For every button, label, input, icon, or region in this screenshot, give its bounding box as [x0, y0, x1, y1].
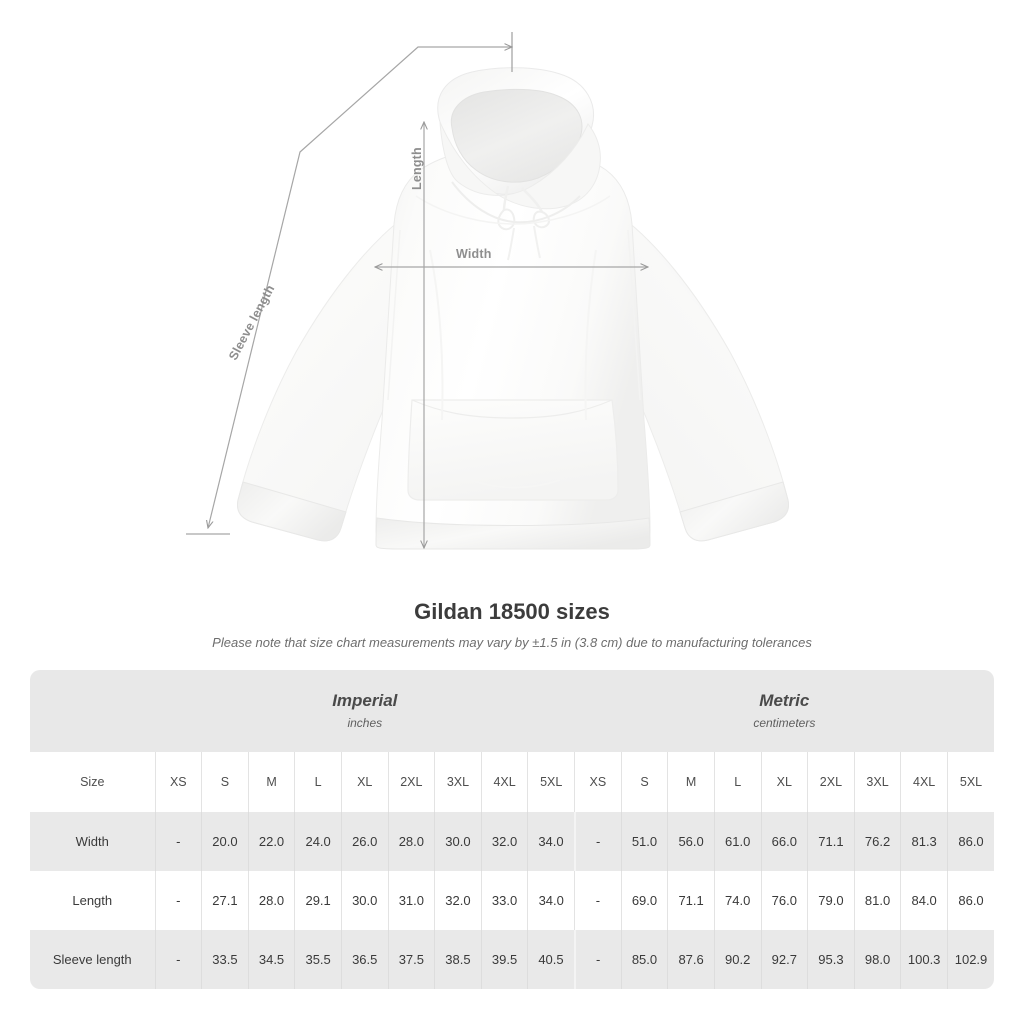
- unit-group-header-metric: Metric centimeters: [574, 670, 995, 752]
- cell-sleeve-length-imperial-m: 34.5: [247, 930, 295, 989]
- cell-length-metric-3xl: 81.0: [853, 871, 901, 930]
- cell-length-imperial-xl: 30.0: [340, 871, 389, 930]
- product-figure: Width Length Sleeve length: [186, 32, 1024, 585]
- size-header-imperial-xs: XS: [154, 752, 202, 812]
- cell-width-metric-l: 61.0: [713, 812, 762, 871]
- size-column-header: Size: [30, 752, 155, 812]
- cell-width-imperial-5xl: 34.0: [527, 812, 575, 871]
- size-header-imperial-xl: XL: [340, 752, 389, 812]
- cell-width-metric-s: 51.0: [620, 812, 668, 871]
- cell-length-metric-xs: -: [574, 871, 622, 930]
- cell-sleeve-length-imperial-l: 35.5: [294, 930, 342, 989]
- cell-width-metric-xs: -: [573, 812, 622, 871]
- size-header-imperial-3xl: 3XL: [434, 752, 482, 812]
- width-dimension-label: Width: [456, 247, 492, 261]
- cell-width-metric-xl: 66.0: [760, 812, 808, 871]
- size-chart-table: Imperial inches Metric centimeters Size XS S M L…: [30, 670, 995, 989]
- cell-sleeve-length-imperial-2xl: 37.5: [387, 930, 435, 989]
- cell-width-imperial-4xl: 32.0: [480, 812, 528, 871]
- size-chart-table-container: Imperial inches Metric centimeters Size XS S M L…: [30, 670, 995, 989]
- size-header-metric-m: M: [667, 752, 715, 812]
- cell-sleeve-length-metric-4xl: 100.3: [900, 930, 948, 989]
- unit-group-subtitle: inches: [347, 716, 383, 730]
- cell-width-imperial-m: 22.0: [247, 812, 295, 871]
- size-header-metric-xs: XS: [574, 752, 622, 812]
- measurement-label-sleeve-length: Sleeve length: [30, 930, 155, 989]
- unit-group-header-row: Imperial inches Metric centimeters: [30, 670, 995, 752]
- length-dimension-label: Length: [410, 147, 424, 190]
- cell-width-metric-5xl: 86.0: [946, 812, 995, 871]
- cell-length-imperial-l: 29.1: [294, 871, 342, 930]
- unit-group-subtitle: centimeters: [753, 716, 816, 730]
- title-block: Gildan 18500 sizes Please note that size…: [0, 598, 1024, 651]
- cell-length-metric-m: 71.1: [667, 871, 715, 930]
- cell-sleeve-length-imperial-xl: 36.5: [340, 930, 389, 989]
- cell-length-metric-2xl: 79.0: [807, 871, 855, 930]
- sleeve-length-dimension: [186, 32, 512, 535]
- size-header-imperial-4xl: 4XL: [480, 752, 528, 812]
- cell-sleeve-length-imperial-4xl: 39.5: [480, 930, 528, 989]
- size-header-metric-xl: XL: [760, 752, 808, 812]
- cell-sleeve-length-metric-2xl: 95.3: [807, 930, 855, 989]
- size-header-metric-5xl: 5XL: [946, 752, 995, 812]
- cell-sleeve-length-imperial-3xl: 38.5: [434, 930, 482, 989]
- size-header-imperial-m: M: [247, 752, 295, 812]
- cell-sleeve-length-metric-s: 85.0: [620, 930, 668, 989]
- size-header-row: Size XS S M L XL 2XL 3XL 4XL 5XL XS S M L XL 2XL 3XL 4XL 5…: [30, 752, 995, 812]
- cell-width-imperial-s: 20.0: [201, 812, 249, 871]
- unit-group-name: Metric: [759, 691, 810, 710]
- cell-length-imperial-m: 28.0: [247, 871, 295, 930]
- cell-sleeve-length-metric-5xl: 102.9: [946, 930, 995, 989]
- measurement-label-length: Length: [30, 871, 155, 930]
- cell-sleeve-length-metric-xs: -: [573, 930, 622, 989]
- cell-length-imperial-4xl: 33.0: [480, 871, 528, 930]
- cell-sleeve-length-imperial-xs: -: [154, 930, 202, 989]
- size-header-imperial-s: S: [201, 752, 249, 812]
- table-row: Width -20.0 22.0 24.0 26.0 28.0 30.0 32.0 34.0-5…: [30, 812, 995, 871]
- cell-sleeve-length-imperial-s: 33.5: [201, 930, 249, 989]
- cell-length-imperial-5xl: 34.0: [527, 871, 575, 930]
- measurement-annotations: [186, 32, 1024, 585]
- cell-width-metric-3xl: 76.2: [853, 812, 901, 871]
- cell-sleeve-length-metric-3xl: 98.0: [853, 930, 901, 989]
- cell-length-imperial-s: 27.1: [201, 871, 249, 930]
- cell-width-metric-2xl: 71.1: [807, 812, 855, 871]
- cell-length-imperial-2xl: 31.0: [387, 871, 435, 930]
- cell-sleeve-length-metric-l: 90.2: [713, 930, 762, 989]
- table-row: Sleeve length -33.5 34.5 35.5 36.5 37.5 38.5 39…: [30, 930, 995, 989]
- cell-length-metric-4xl: 84.0: [900, 871, 948, 930]
- unit-group-name: Imperial: [332, 691, 398, 710]
- size-header-metric-s: S: [620, 752, 668, 812]
- measurement-label-width: Width: [30, 812, 155, 871]
- cell-width-imperial-2xl: 28.0: [387, 812, 435, 871]
- size-header-metric-4xl: 4XL: [900, 752, 948, 812]
- cell-length-imperial-3xl: 32.0: [434, 871, 482, 930]
- cell-width-imperial-3xl: 30.0: [434, 812, 482, 871]
- cell-length-metric-5xl: 86.0: [946, 871, 995, 930]
- cell-width-imperial-xl: 26.0: [340, 812, 389, 871]
- unit-group-header-imperial: Imperial inches: [155, 670, 575, 752]
- cell-sleeve-length-metric-m: 87.6: [667, 930, 715, 989]
- size-header-imperial-2xl: 2XL: [387, 752, 435, 812]
- cell-length-imperial-xs: -: [154, 871, 202, 930]
- cell-width-imperial-xs: -: [154, 812, 202, 871]
- cell-length-metric-s: 69.0: [620, 871, 668, 930]
- size-header-imperial-5xl: 5XL: [527, 752, 575, 812]
- tolerance-note: Please note that size chart measurements…: [212, 635, 812, 650]
- cell-length-metric-l: 74.0: [713, 871, 762, 930]
- cell-length-metric-xl: 76.0: [760, 871, 808, 930]
- size-header-metric-l: L: [713, 752, 762, 812]
- cell-sleeve-length-imperial-5xl: 40.5: [527, 930, 575, 989]
- unit-header-spacer: [30, 670, 155, 752]
- table-row: Length -27.1 28.0 29.1 30.0 31.0 32.0 33.0 34.0-…: [30, 871, 995, 930]
- cell-width-imperial-l: 24.0: [294, 812, 342, 871]
- cell-width-metric-4xl: 81.3: [900, 812, 948, 871]
- size-header-imperial-l: L: [294, 752, 342, 812]
- page-title: Gildan 18500 sizes: [414, 599, 610, 624]
- cell-width-metric-m: 56.0: [667, 812, 715, 871]
- size-header-metric-3xl: 3XL: [853, 752, 901, 812]
- cell-sleeve-length-metric-xl: 92.7: [760, 930, 808, 989]
- size-header-metric-2xl: 2XL: [807, 752, 855, 812]
